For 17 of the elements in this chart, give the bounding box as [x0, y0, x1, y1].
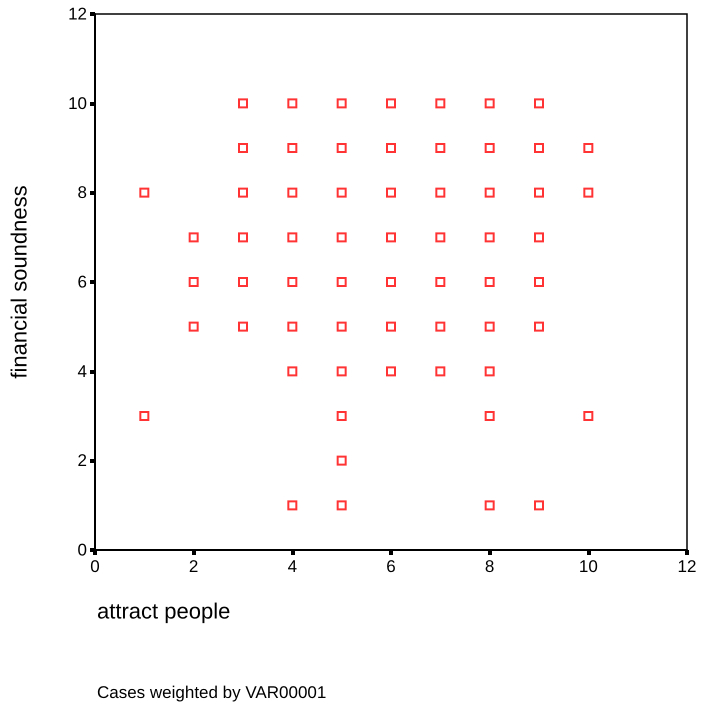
- y-axis-title: financial soundness: [6, 185, 32, 379]
- y-tick-label: 0: [78, 540, 87, 560]
- y-tick-label: 6: [78, 272, 87, 292]
- x-tick-label: 2: [188, 557, 198, 576]
- x-tick-label: 8: [484, 557, 494, 576]
- y-tick-label: 8: [78, 183, 87, 202]
- x-tick-label: 4: [288, 557, 298, 576]
- x-tick-label: 0: [90, 557, 100, 576]
- y-tick-label: 4: [78, 362, 87, 381]
- x-tick-label: 6: [386, 557, 396, 576]
- y-tick-label: 10: [68, 94, 87, 113]
- text: Cases weighted by VAR00001: [97, 683, 326, 702]
- y-tick-label: 2: [78, 451, 87, 470]
- x-tick-label: 10: [578, 557, 598, 576]
- x-axis-title: attract people: [97, 598, 230, 624]
- y-tick-label: 12: [68, 4, 87, 24]
- x-tick-label: 12: [678, 557, 696, 576]
